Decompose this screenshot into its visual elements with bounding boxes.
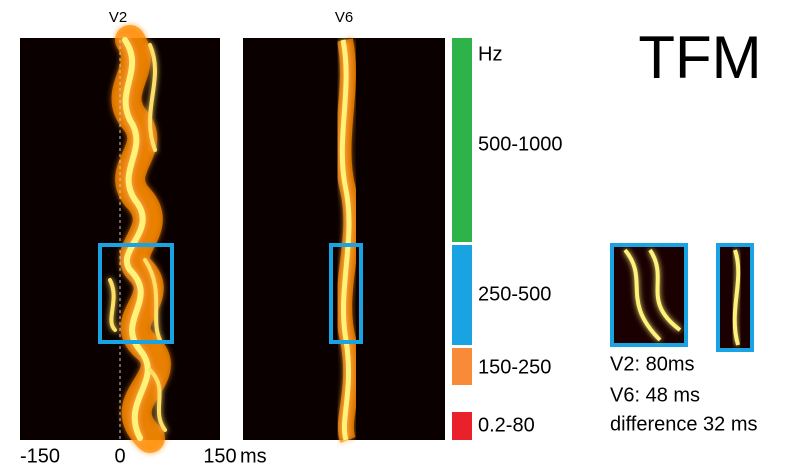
band-bar — [452, 348, 472, 385]
x-tick-label: -150 — [20, 445, 60, 466]
band-bar — [452, 412, 472, 440]
band-label: 250-500 — [478, 283, 551, 305]
panel-label: V2 — [109, 9, 127, 26]
x-unit: ms — [240, 445, 267, 466]
highlight-box — [329, 243, 363, 344]
band-bar — [452, 245, 472, 345]
band-unit: Hz — [478, 43, 502, 65]
inset-trace — [732, 249, 741, 346]
title: TFM — [638, 24, 761, 91]
band-label: 500-1000 — [478, 133, 563, 155]
band-label: 150-250 — [478, 356, 551, 378]
band-label: 0.2-80 — [478, 414, 535, 436]
x-tick-label: 150 — [203, 445, 236, 466]
inset-trace — [623, 248, 682, 342]
highlight-box — [98, 243, 174, 344]
x-tick-label: 0 — [114, 445, 125, 466]
band-bar — [452, 38, 472, 242]
heat-trace — [335, 38, 360, 443]
summary-line: V6: 48 ms — [610, 384, 700, 406]
panel-label: V6 — [335, 9, 353, 26]
summary-line: difference 32 ms — [610, 413, 758, 435]
summary-line: V2: 80ms — [610, 353, 694, 375]
